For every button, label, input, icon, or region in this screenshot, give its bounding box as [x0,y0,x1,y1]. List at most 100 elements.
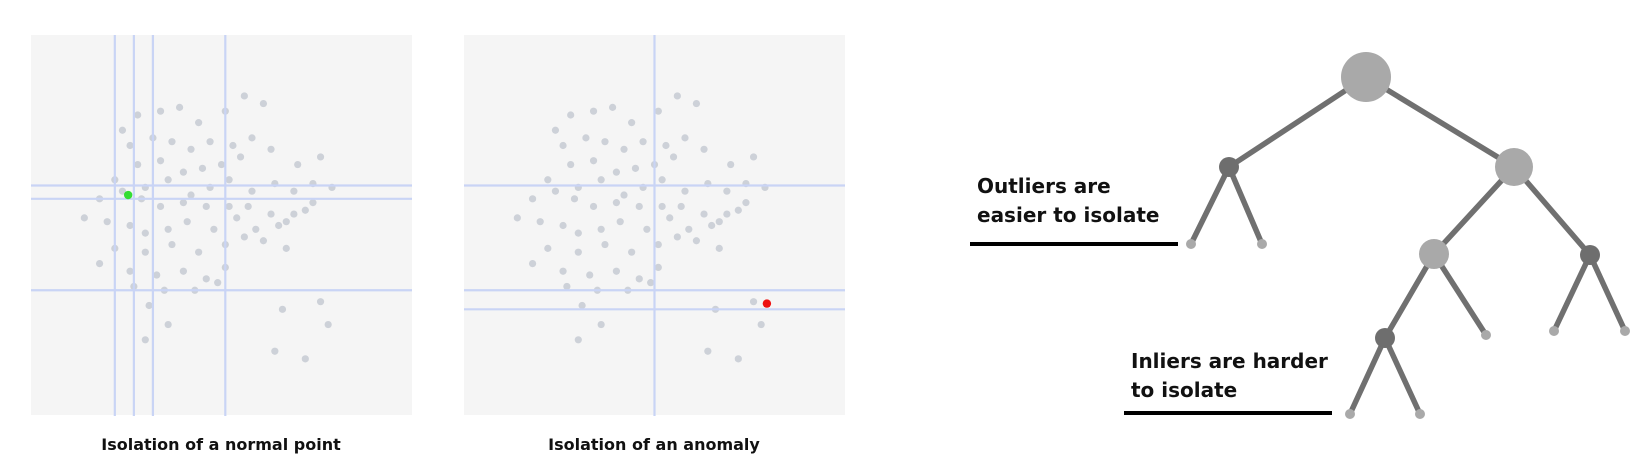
data-point [589,157,598,165]
tree-edge [1226,164,1265,247]
caption-anomaly: Isolation of an anomaly [548,435,760,454]
data-point [574,248,582,256]
data-point [118,126,127,134]
data-point [559,267,567,275]
data-point [567,160,575,169]
data-point [559,141,567,150]
data-point [700,210,708,218]
data-point [259,237,268,245]
annotation-inliers-line-2: to isolate [1131,378,1237,402]
data-point [643,225,651,233]
data-point [259,99,268,108]
data-point [528,195,537,203]
data-point [544,176,552,184]
data-point [628,119,636,127]
data-point [597,320,605,329]
tree-node [1186,239,1196,249]
data-point [647,279,655,287]
annotation-inliers-line-1: Inliers are harder [1131,349,1328,373]
annotation-inliers: Inliers are harder to isolate [1124,349,1332,415]
data-point [578,301,586,310]
tree-node [1375,328,1395,348]
data-point [103,218,111,226]
tree-node [1495,148,1533,186]
data-point [757,320,765,329]
data-point [164,225,172,233]
tree-edge [1226,74,1369,170]
panel-normal-point [31,35,412,416]
data-point [290,210,298,218]
data-point [248,187,256,195]
tree-edge [1363,74,1517,170]
data-point [612,267,621,275]
data-point [513,214,521,222]
data-point [271,347,279,355]
data-point [673,233,681,241]
data-point [620,145,628,153]
data-point [734,206,742,214]
data-point [536,218,544,226]
data-point [229,141,237,150]
data-point [244,202,252,211]
data-point [282,218,290,226]
data-point [141,336,149,344]
data-point [202,202,210,211]
data-points [80,92,336,363]
tree-node [1419,239,1449,269]
tree-edge [1347,335,1388,417]
annotation-outliers-line-1: Outliers are [977,174,1111,198]
data-point [582,134,590,142]
normal-point-marker [123,190,133,200]
data-point [187,145,195,153]
tree-edge [1551,252,1593,334]
data-point [175,103,184,111]
data-point [316,153,325,161]
data-point [574,229,582,237]
data-point [217,160,226,169]
data-point [225,202,233,211]
data-point [168,138,176,146]
data-point [278,305,287,313]
data-point [685,225,693,233]
data-point [134,160,142,169]
data-point [715,218,723,226]
data-point [164,176,172,184]
data-point [681,187,689,195]
data-point [187,191,195,199]
split-lines [464,35,845,416]
annotation-outliers: Outliers are easier to isolate [970,174,1178,246]
data-point [749,298,758,306]
data-point [153,271,161,279]
data-point [294,160,302,169]
data-point [206,138,214,146]
data-point [134,111,142,119]
data-point [126,141,134,150]
data-point [589,107,598,115]
data-point [654,107,662,115]
data-point [528,260,537,268]
data-point [616,218,624,226]
data-point [631,164,640,172]
tree-node [1580,245,1600,265]
tree-node [1345,409,1355,419]
data-point [662,141,670,150]
data-point [608,103,617,111]
data-point [700,145,708,153]
data-point [267,210,275,218]
data-point [183,218,191,226]
tree-nodes [1186,52,1630,419]
tree-node [1341,52,1391,102]
data-point [126,221,134,230]
data-point [145,301,153,310]
data-point [156,107,165,115]
data-point [290,187,298,195]
data-point [723,187,731,195]
data-point [240,92,248,100]
data-point [195,248,203,256]
tree-edge [1382,335,1423,417]
tree-node [1415,409,1425,419]
data-point [723,210,731,218]
data-point [635,275,643,283]
data-point [597,176,605,184]
data-point [601,138,609,146]
